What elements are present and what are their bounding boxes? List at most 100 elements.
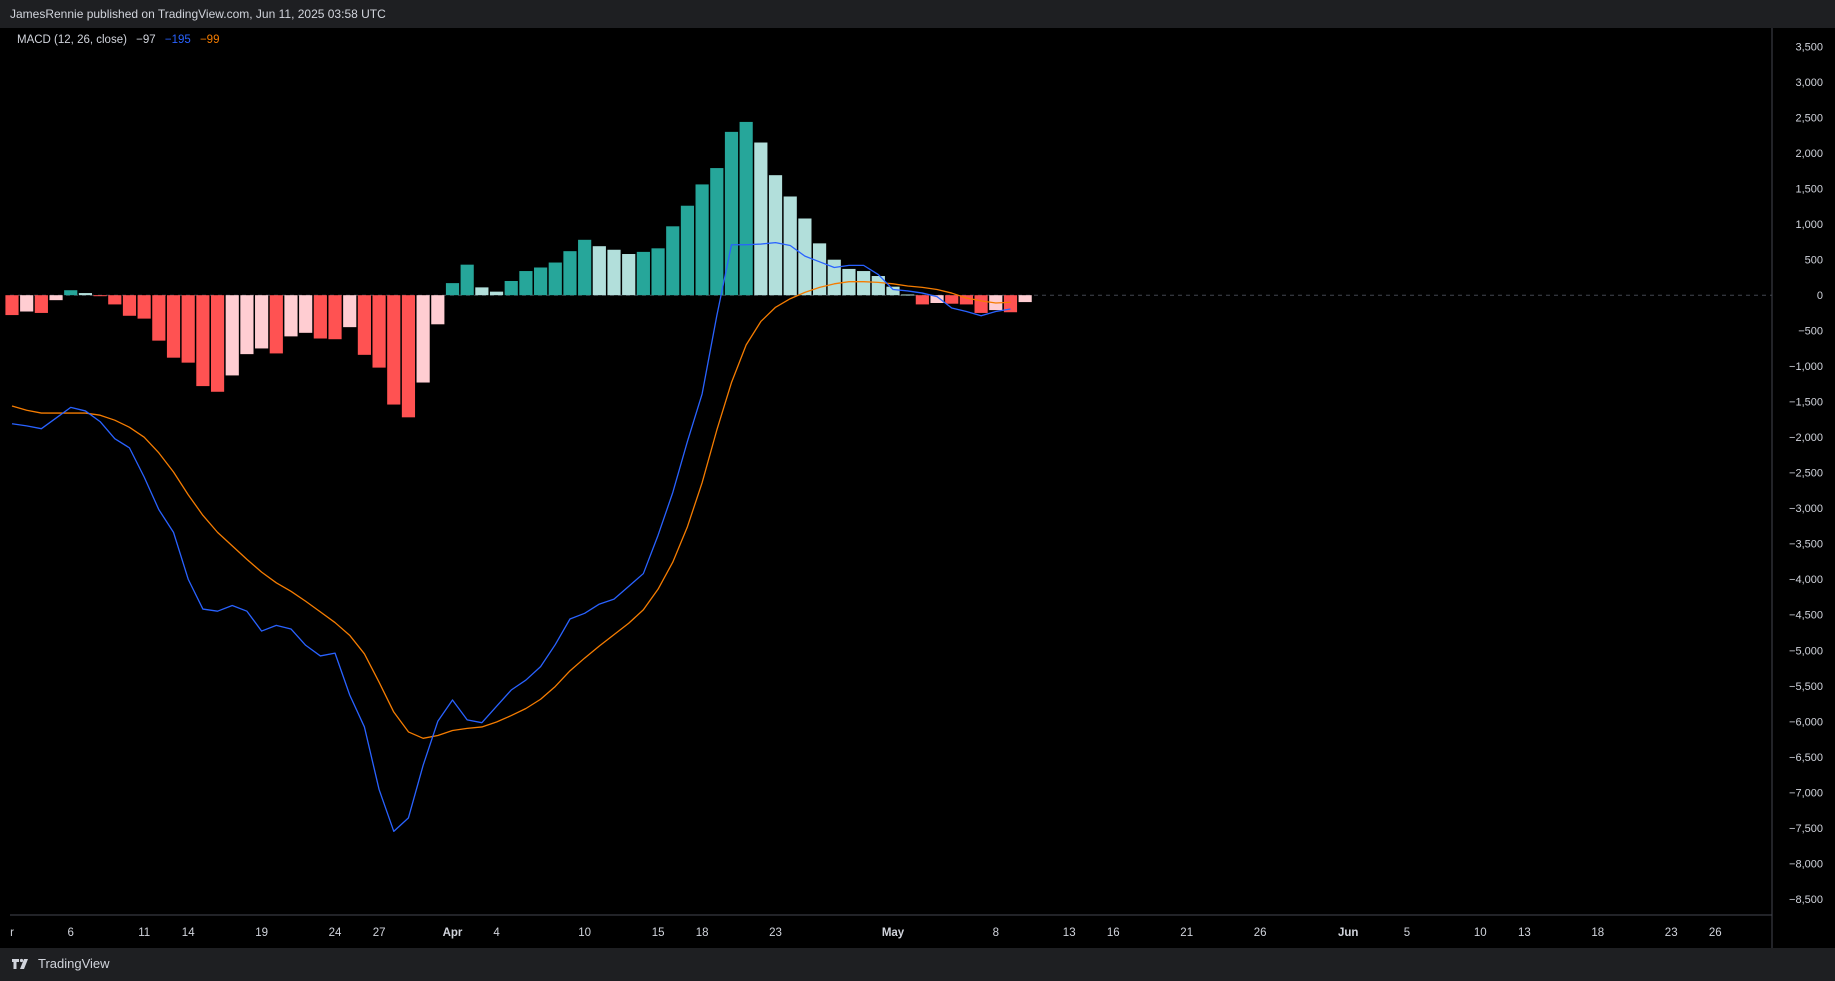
histogram-bar — [812, 243, 827, 296]
publish-info: JamesRennie published on TradingView.com… — [10, 7, 386, 21]
y-tick-label: −2,000 — [1789, 432, 1823, 444]
signal-line — [11, 281, 1011, 739]
x-tick-label: 10 — [1474, 927, 1487, 939]
histogram-bar — [695, 184, 709, 296]
y-tick-label: 3,500 — [1795, 42, 1823, 54]
x-tick-label: 5 — [1404, 927, 1410, 939]
x-tick-label: May — [882, 927, 905, 939]
x-tick-label: 18 — [1591, 927, 1604, 939]
histogram-bar — [181, 295, 195, 363]
histogram-bar — [445, 283, 460, 296]
histogram-bar — [680, 205, 695, 296]
histogram-bar — [49, 295, 63, 301]
x-tick-label: 4 — [493, 927, 500, 939]
y-tick-label: −6,000 — [1789, 716, 1823, 728]
publish-bar: JamesRennie published on TradingView.com… — [0, 0, 1835, 28]
y-tick-label: −4,500 — [1789, 610, 1823, 622]
x-tick-label: 27 — [373, 927, 386, 939]
tradingview-brand[interactable]: TradingView — [10, 956, 110, 971]
histogram-bar — [20, 295, 34, 312]
histogram-bar — [284, 295, 298, 337]
macd-value: −195 — [164, 34, 191, 46]
histogram-bar — [78, 293, 93, 296]
histogram-bar — [5, 295, 19, 316]
y-tick-label: −8,500 — [1789, 894, 1823, 906]
histogram-bar — [754, 142, 768, 296]
histogram-bar — [974, 295, 988, 313]
x-tick-label: 16 — [1107, 927, 1120, 939]
y-tick-label: 2,000 — [1795, 148, 1823, 160]
histogram-value: −97 — [136, 34, 156, 46]
macd-line — [11, 242, 1011, 832]
x-tick-label: 26 — [1709, 927, 1722, 939]
footer-bar: TradingView — [0, 948, 1835, 981]
histogram-bar — [945, 295, 959, 304]
histogram-bar — [34, 295, 48, 313]
histogram-bar — [431, 295, 445, 325]
histogram-bar — [886, 286, 900, 296]
y-tick-label: −8,000 — [1789, 858, 1823, 870]
histogram-bar — [651, 248, 665, 296]
x-tick-label: 21 — [1180, 927, 1193, 939]
chart-frame — [10, 28, 1825, 948]
y-tick-label: −7,000 — [1789, 787, 1823, 799]
x-tick-label: 11 — [138, 927, 150, 939]
x-tick-label: 13 — [1518, 927, 1531, 939]
tradingview-logo-icon — [12, 958, 28, 969]
histogram-bar — [93, 295, 107, 297]
histogram-bar — [724, 131, 739, 296]
histogram-bar — [930, 295, 944, 303]
histogram-bar — [519, 271, 533, 296]
y-tick-label: 1,000 — [1795, 219, 1823, 231]
histogram-bar — [534, 267, 548, 296]
x-axis[interactable]: r 6 11 14 19 24 27 Apr 4 10 15 18 23 May 8 13 16 21 26 Jun 5… — [10, 927, 1722, 939]
histogram-bar — [64, 290, 78, 296]
histogram-bar — [857, 271, 871, 296]
histogram-bar — [548, 262, 562, 296]
y-tick-label: −500 — [1798, 326, 1823, 338]
histogram-bar — [607, 249, 621, 296]
histogram-bar — [768, 175, 783, 296]
histogram-bar — [357, 295, 371, 355]
histogram-bar — [328, 295, 342, 340]
histogram-bar — [504, 280, 518, 296]
histogram-bar — [343, 295, 357, 328]
y-tick-label: −1,000 — [1789, 361, 1823, 373]
histogram-bar — [636, 251, 650, 296]
histogram-bar — [489, 291, 504, 296]
histogram-bar — [210, 295, 225, 392]
y-tick-label: −7,500 — [1789, 823, 1823, 835]
histogram-bar — [460, 264, 474, 296]
x-tick-label: 13 — [1063, 927, 1076, 939]
y-tick-label: 3,000 — [1795, 77, 1823, 89]
histogram-bar — [152, 295, 166, 341]
x-tick-label: 23 — [1665, 927, 1678, 939]
histogram-bar — [416, 295, 430, 383]
histogram-bar — [915, 295, 929, 305]
histogram-bar — [269, 295, 283, 354]
y-tick-label: 1,500 — [1795, 184, 1823, 196]
x-tick-label: 19 — [255, 927, 268, 939]
histogram-bar — [563, 251, 577, 296]
histogram-bar — [122, 295, 137, 316]
x-tick-label: 18 — [696, 927, 709, 939]
x-tick-label: 24 — [329, 927, 342, 939]
histogram-bar — [108, 295, 122, 305]
histogram-bar — [1003, 295, 1018, 313]
signal-value: −99 — [199, 34, 220, 46]
histogram-bar — [240, 295, 254, 355]
y-axis[interactable]: 3,500 3,000 2,500 2,000 1,500 1,000 500 0 −500 −1… — [1789, 42, 1823, 906]
indicator-legend[interactable]: MACD (12, 26, close) −97 −195 −99 — [17, 34, 219, 46]
x-tick-label: r — [10, 927, 14, 939]
histogram-bar — [196, 295, 210, 387]
x-tick-label: 23 — [769, 927, 782, 939]
y-tick-label: −5,500 — [1789, 681, 1823, 693]
x-tick-label: 15 — [652, 927, 665, 939]
x-tick-label: 26 — [1254, 927, 1267, 939]
y-tick-label: −1,500 — [1789, 397, 1823, 409]
axis-lines — [10, 28, 1773, 948]
signal-line-layer — [11, 281, 1011, 739]
x-tick-label: 6 — [67, 927, 73, 939]
histogram-bar — [710, 168, 724, 296]
